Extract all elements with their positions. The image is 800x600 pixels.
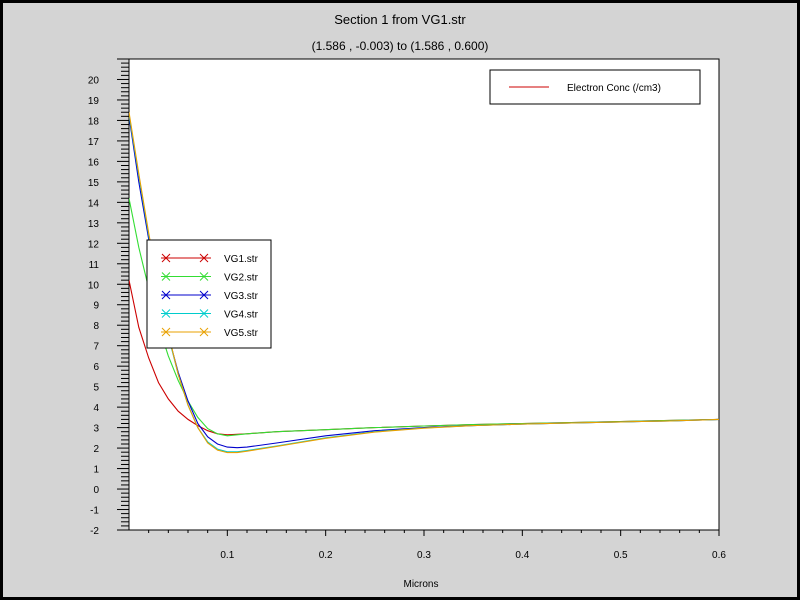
quantity-legend-label: Electron Conc (/cm3) xyxy=(567,83,661,94)
y-tick-label: 13 xyxy=(88,219,100,230)
y-tick-label: 17 xyxy=(88,137,100,148)
y-tick-label: 9 xyxy=(93,301,99,312)
y-tick-label: 6 xyxy=(93,362,99,373)
x-tick-label: 0.2 xyxy=(319,550,333,561)
y-tick-label: -1 xyxy=(90,506,99,517)
y-tick-label: 8 xyxy=(93,321,99,332)
x-tick-label: 0.4 xyxy=(515,550,529,561)
y-tick-label: 2 xyxy=(93,444,99,455)
legend-marker xyxy=(161,290,171,300)
legend-label: VG2.str xyxy=(224,273,259,284)
y-tick-label: 10 xyxy=(88,280,100,291)
y-tick-label: 15 xyxy=(88,178,100,189)
legend-marker xyxy=(199,290,209,300)
legend-marker xyxy=(199,309,209,318)
y-tick-label: 4 xyxy=(93,403,99,414)
y-tick-label: 14 xyxy=(88,198,100,209)
y-tick-label: 20 xyxy=(88,75,100,86)
x-axis-label: Microns xyxy=(403,579,438,590)
y-tick-label: -2 xyxy=(90,526,99,537)
x-axis: 0.1 0.2 0.3 0.4 0.5 0.6 xyxy=(148,530,726,561)
y-tick-label: 7 xyxy=(93,342,99,353)
y-tick-label: 3 xyxy=(93,424,99,435)
y-tick-label: 18 xyxy=(88,116,100,127)
legend-marker xyxy=(161,327,171,337)
y-tick-label: 19 xyxy=(88,96,100,107)
y-tick-label: 11 xyxy=(89,260,100,271)
legend-marker xyxy=(199,272,209,281)
chart-canvas: Section 1 from VG1.str (1.586 , -0.003) … xyxy=(88,12,727,590)
series-legend[interactable]: VG1.str VG2.str VG3.str VG4.str VG5.str xyxy=(146,239,272,349)
x-tick-label: 0.3 xyxy=(417,550,431,561)
x-tick-label: 0.1 xyxy=(220,550,234,561)
x-tick-label: 0.5 xyxy=(614,550,628,561)
x-tick-label: 0.6 xyxy=(712,550,726,561)
legend-marker xyxy=(161,309,171,318)
quantity-legend[interactable]: Electron Conc (/cm3) xyxy=(489,69,701,105)
y-tick-label: 5 xyxy=(93,383,99,394)
y-tick-label: 1 xyxy=(93,465,99,476)
plot-window: Section 1 from VG1.str (1.586 , -0.003) … xyxy=(3,3,797,597)
legend-marker xyxy=(161,272,171,281)
y-tick-label: 16 xyxy=(88,157,100,168)
chart-subtitle: (1.586 , -0.003) to (1.586 , 0.600) xyxy=(312,39,489,53)
y-tick-label: 12 xyxy=(88,239,100,250)
legend-marker xyxy=(161,253,171,263)
legend-marker xyxy=(199,253,209,263)
legend-label: VG4.str xyxy=(224,310,259,321)
chart-title: Section 1 from VG1.str xyxy=(334,12,466,27)
legend-label: VG5.str xyxy=(224,328,259,339)
legend-label: VG3.str xyxy=(224,291,259,302)
y-tick-label: 0 xyxy=(93,485,99,496)
legend-label: VG1.str xyxy=(224,254,259,265)
legend-marker xyxy=(199,327,209,337)
